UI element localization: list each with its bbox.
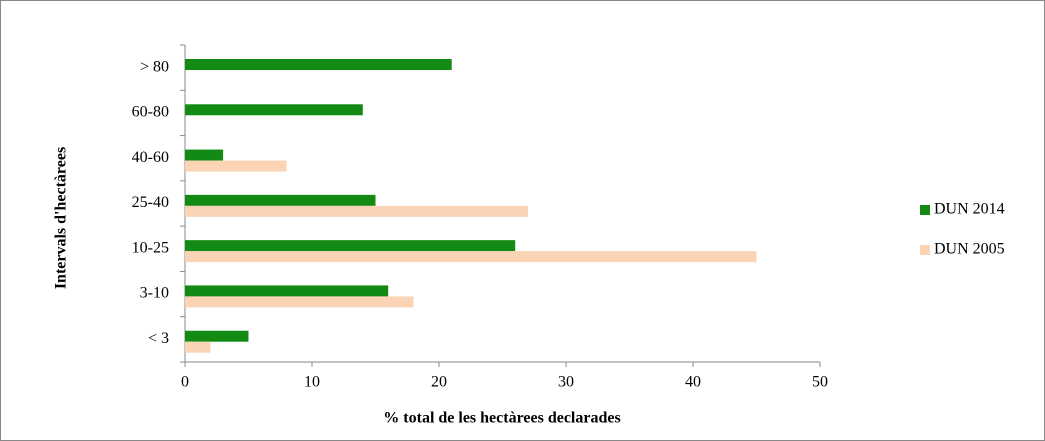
bar <box>185 240 516 252</box>
bar <box>185 194 376 206</box>
y-tick-label: 40-60 <box>132 149 169 166</box>
y-tick-label: < 3 <box>148 330 169 347</box>
bar <box>185 296 414 308</box>
x-tick-label: 40 <box>685 374 701 391</box>
bar <box>185 251 757 263</box>
legend-label: DUN 2005 <box>934 241 1005 258</box>
x-tick-label: 10 <box>304 374 320 391</box>
x-tick-label: 30 <box>558 374 574 391</box>
bar <box>185 205 528 217</box>
y-tick-label: 3-10 <box>140 285 169 302</box>
x-tick-label: 0 <box>181 374 189 391</box>
y-axis-title: Intervals d'hectàrees <box>53 147 70 289</box>
bar <box>185 149 224 161</box>
bar <box>185 341 211 353</box>
bar <box>185 330 249 342</box>
x-axis-title: % total de les hectàrees declarades <box>383 410 620 427</box>
legend-swatch <box>920 205 930 215</box>
bar <box>185 160 287 172</box>
legend-label: DUN 2014 <box>934 201 1005 218</box>
y-tick-label: 60-80 <box>132 104 169 121</box>
bar <box>185 59 452 70</box>
x-tick-label: 20 <box>431 374 447 391</box>
y-tick-label: > 80 <box>140 58 169 75</box>
legend-swatch <box>920 245 930 255</box>
bar <box>185 285 389 297</box>
y-tick-label: 10-25 <box>132 239 169 256</box>
y-tick-label: 25-40 <box>132 194 169 211</box>
x-tick-label: 50 <box>812 374 828 391</box>
bar <box>185 104 363 116</box>
